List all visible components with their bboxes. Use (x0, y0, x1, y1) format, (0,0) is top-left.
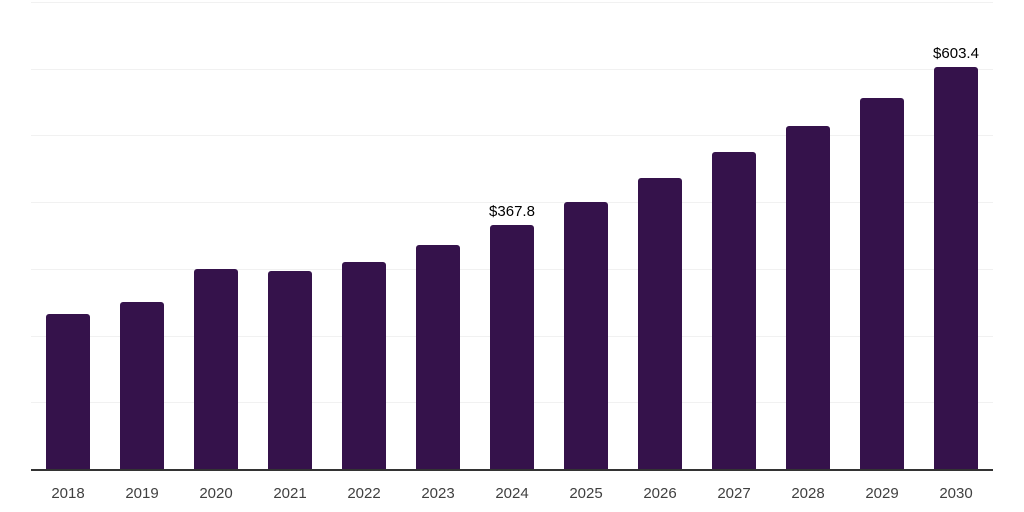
bar-2030 (934, 67, 978, 470)
bar-group-2030: $603.4 (919, 3, 993, 470)
bar-2019 (120, 302, 164, 470)
bar-2018 (46, 314, 90, 470)
bar-2023 (416, 244, 460, 470)
bar-2022 (342, 262, 386, 470)
bar-2026 (638, 177, 682, 470)
gridline-700 (31, 2, 993, 3)
bar-group-2029 (845, 3, 919, 470)
bar-group-2026 (623, 3, 697, 470)
x-axis-label-2027: 2027 (717, 485, 751, 502)
gridline-500 (31, 135, 993, 137)
x-axis-label-2021: 2021 (273, 485, 307, 502)
bar-group-2018 (31, 3, 105, 470)
x-axis-label-2028: 2028 (791, 485, 825, 502)
gridline-600 (31, 68, 993, 70)
bars: $367.8 $603.4 (31, 3, 993, 470)
x-axis-label-2022: 2022 (347, 485, 381, 502)
x-axis-label-2018: 2018 (51, 485, 85, 502)
x-axis-label-2025: 2025 (569, 485, 603, 502)
x-axis-label-2019: 2019 (125, 485, 159, 502)
bar-2029 (860, 98, 904, 470)
x-axis-label-2020: 2020 (199, 485, 233, 502)
bar-2027 (712, 151, 756, 470)
bar-2021 (268, 270, 312, 470)
bar-2020 (194, 268, 238, 470)
x-axis-line (31, 469, 993, 471)
gridline-400 (31, 202, 993, 204)
x-axis-label-2026: 2026 (643, 485, 677, 502)
bar-2028 (786, 126, 830, 470)
bar-group-2019 (105, 3, 179, 470)
x-axis-label-2029: 2029 (865, 485, 899, 502)
bar-group-2027 (697, 3, 771, 470)
bar-group-2028 (771, 3, 845, 470)
value-label-2030: $603.4 (933, 45, 979, 63)
bar-group-2021 (253, 3, 327, 470)
bar-group-2024: $367.8 (475, 3, 549, 470)
x-axis-label-2023: 2023 (421, 485, 455, 502)
value-label-2024: $367.8 (489, 202, 535, 220)
bar-group-2022 (327, 3, 401, 470)
x-axis: 2018 2019 2020 2021 2022 2023 2024 2025 2026 2027… (31, 485, 993, 502)
bar-group-2023 (401, 3, 475, 470)
plot-area: $367.8 $603.4 (31, 2, 993, 471)
x-axis-label-2024: 2024 (495, 485, 529, 502)
bar-2025 (564, 201, 608, 470)
x-axis-label-2030: 2030 (939, 485, 973, 502)
bar-group-2020 (179, 3, 253, 470)
bar-2024 (490, 224, 534, 470)
bar-group-2025 (549, 3, 623, 470)
